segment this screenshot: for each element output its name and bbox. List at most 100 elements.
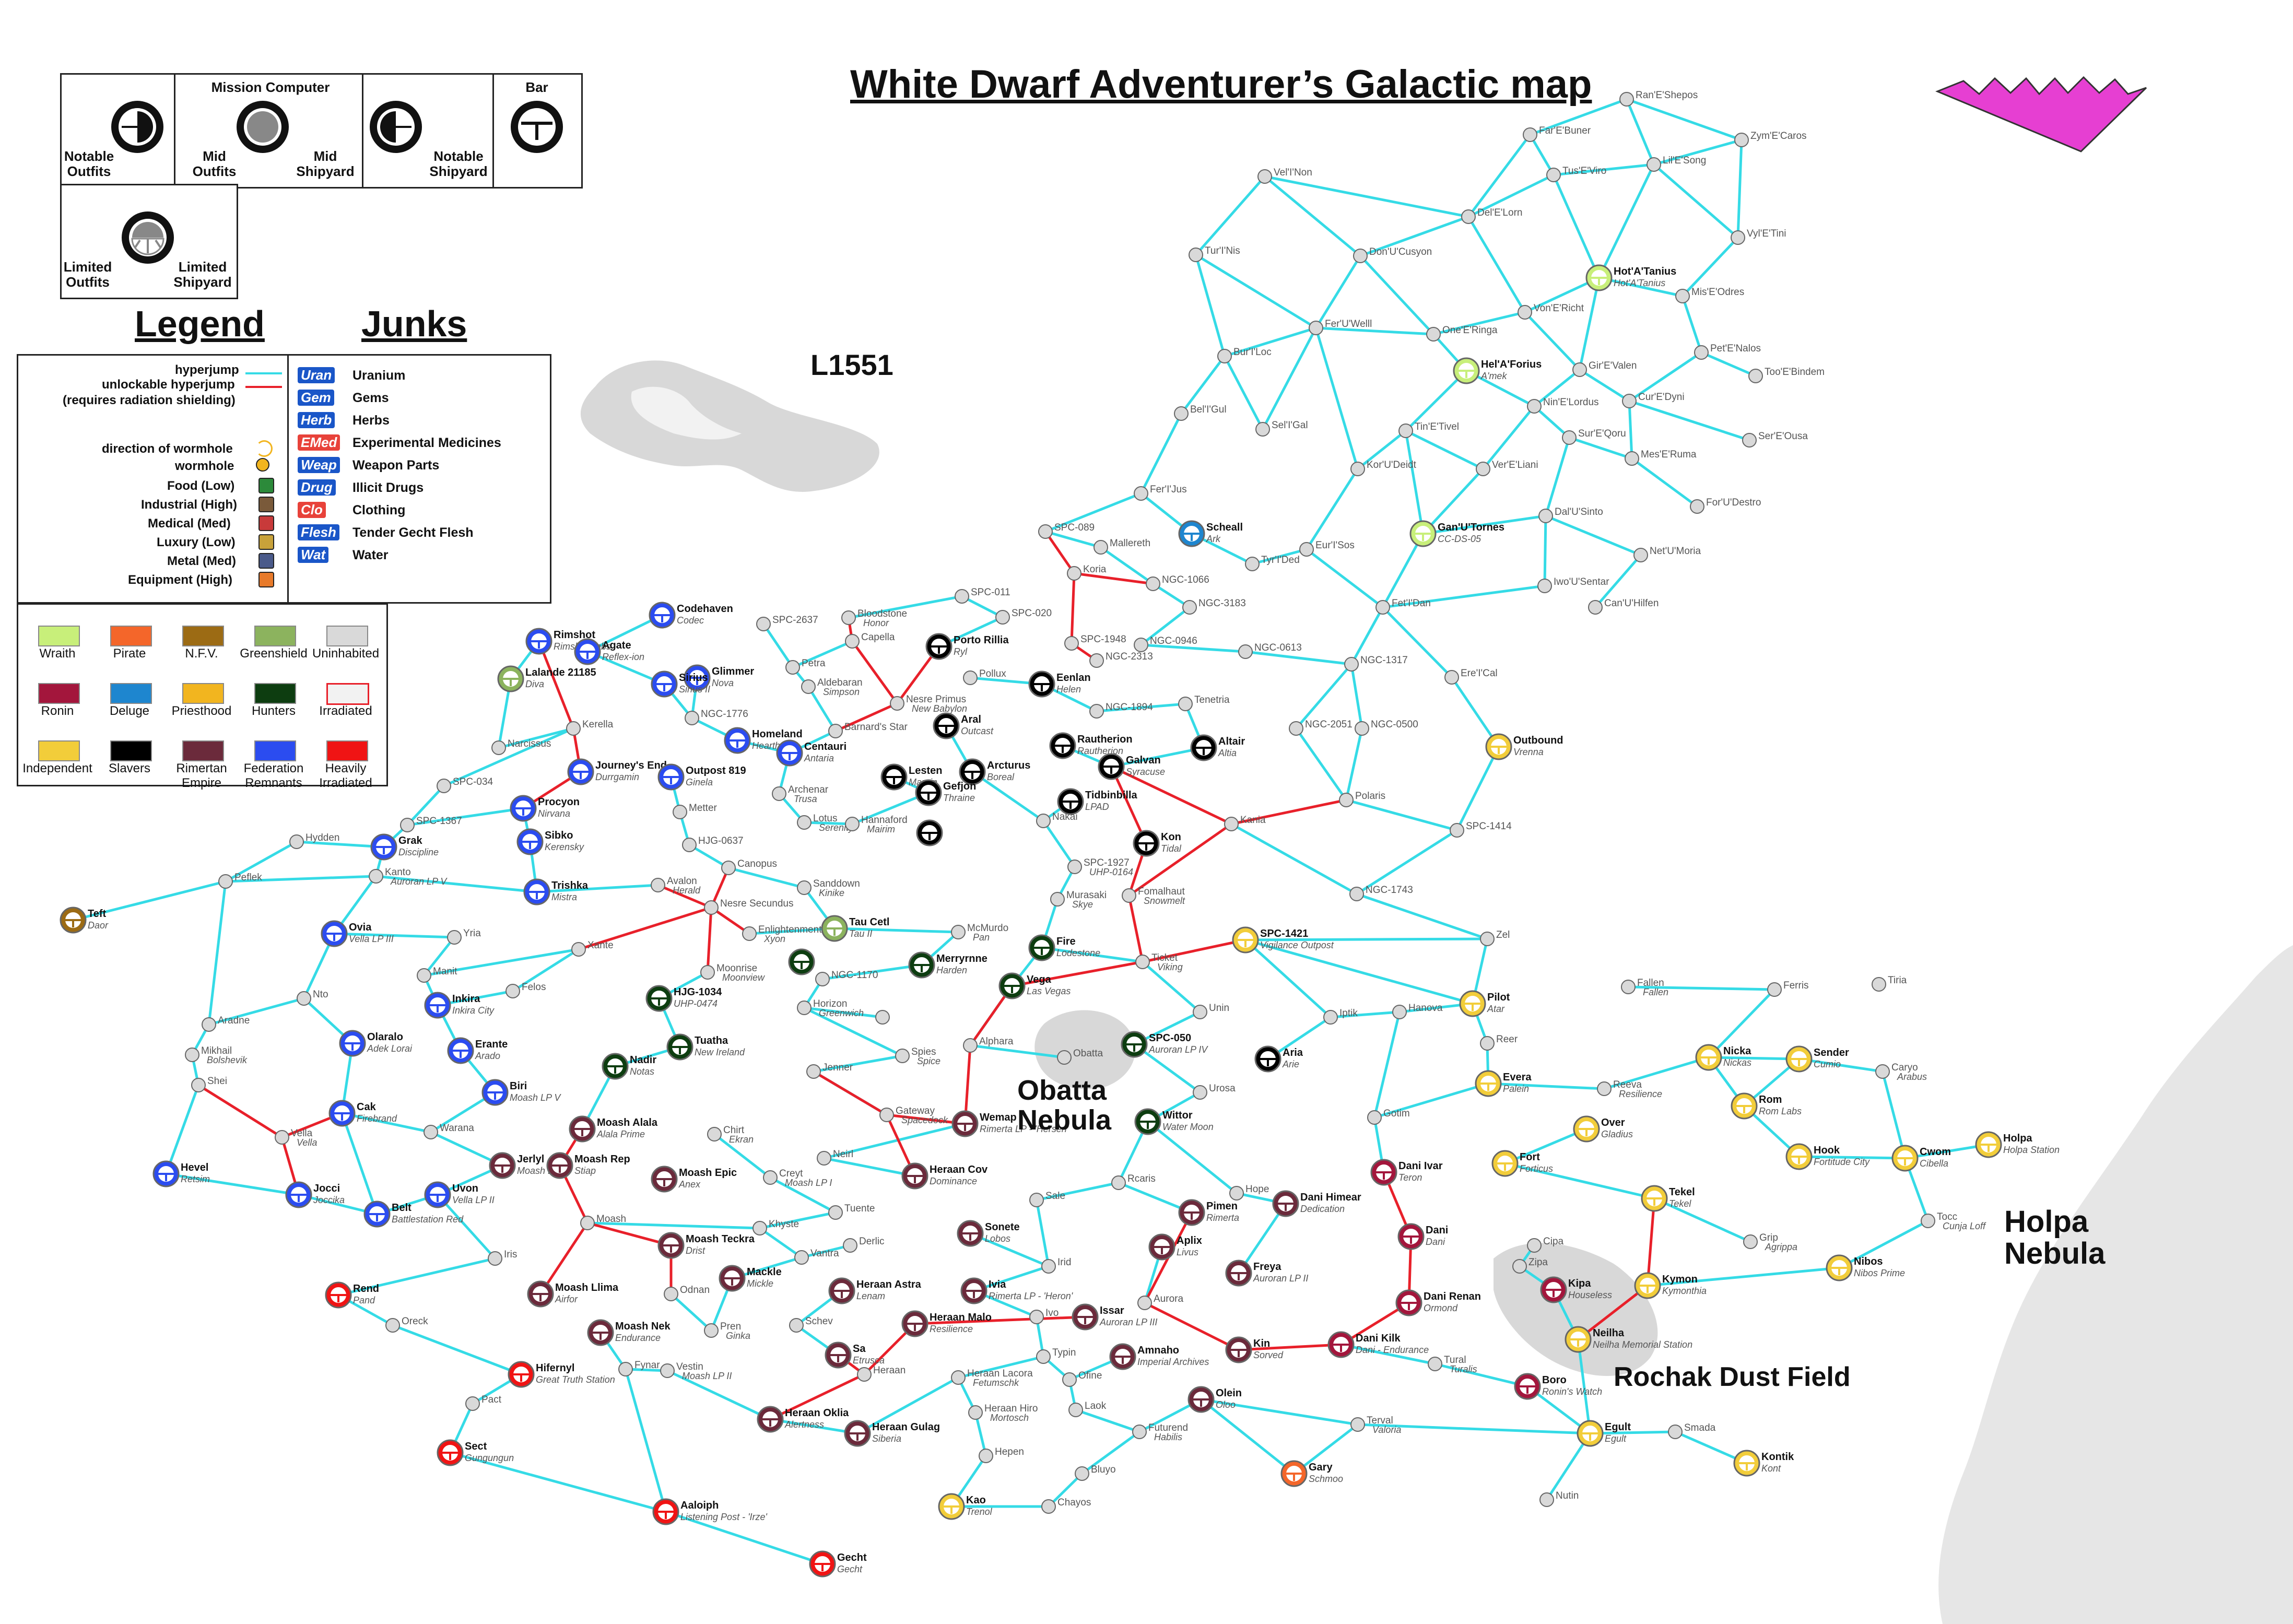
system-kania[interactable]: Kania bbox=[1224, 815, 1266, 831]
system-node[interactable] bbox=[491, 740, 506, 755]
system-node[interactable] bbox=[1289, 721, 1303, 736]
system-xante[interactable]: Xante bbox=[571, 940, 614, 957]
system-node[interactable] bbox=[1111, 1175, 1126, 1190]
system-node[interactable] bbox=[895, 1049, 910, 1063]
system-pact[interactable]: Pact bbox=[465, 1394, 502, 1411]
system-ngc1776[interactable]: NGC-1776 bbox=[685, 709, 748, 725]
system-node[interactable] bbox=[1625, 451, 1639, 466]
system-node[interactable] bbox=[275, 1130, 289, 1145]
system-peflek[interactable]: Peflek bbox=[218, 872, 262, 889]
system-node[interactable] bbox=[806, 1064, 821, 1079]
system-ninelordus[interactable]: Nin'E'Lordus bbox=[1527, 397, 1599, 414]
system-burilloc[interactable]: Bur'I'Loc bbox=[1217, 347, 1272, 363]
system-node[interactable] bbox=[1921, 1214, 1935, 1228]
system-vylettini[interactable]: Vyl'E'Tini bbox=[1731, 228, 1786, 245]
system-miseodres[interactable]: Mis'E'Odres bbox=[1675, 287, 1744, 303]
system-ngc1066[interactable]: NGC-1066 bbox=[1146, 574, 1209, 591]
system-node[interactable] bbox=[1476, 462, 1490, 476]
system-node[interactable] bbox=[1428, 1357, 1442, 1371]
system-liesong[interactable]: Lil'E'Song bbox=[1647, 155, 1706, 172]
system-node[interactable] bbox=[763, 1170, 778, 1185]
system-serecousa[interactable]: Ser'E'Ousa bbox=[1742, 431, 1808, 448]
system-node[interactable] bbox=[1619, 92, 1634, 107]
system-nutin[interactable]: Nutin bbox=[1539, 1490, 1579, 1507]
system-narcissus[interactable]: Narcissus bbox=[491, 738, 551, 755]
system-node[interactable] bbox=[1572, 362, 1587, 377]
system-nesresecundus[interactable]: Nesre Secundus bbox=[704, 898, 793, 915]
system-node[interactable] bbox=[1189, 248, 1203, 262]
system-node[interactable] bbox=[1546, 168, 1561, 182]
system-fynar[interactable]: Fynar bbox=[618, 1360, 660, 1376]
system-node[interactable] bbox=[704, 900, 719, 915]
system-eurisos[interactable]: Eur'I'Sos bbox=[1299, 540, 1355, 557]
system-node[interactable] bbox=[1527, 399, 1542, 414]
system-cureedyni[interactable]: Cur'E'Dyni bbox=[1622, 392, 1685, 408]
system-node[interactable] bbox=[651, 878, 665, 892]
system-donucusyon[interactable]: Don'U'Cusyon bbox=[1353, 246, 1432, 263]
system-node[interactable] bbox=[875, 1010, 890, 1025]
system-obatta[interactable]: Obatta bbox=[1057, 1048, 1103, 1065]
system-node[interactable] bbox=[1588, 600, 1603, 615]
system-node[interactable] bbox=[756, 617, 771, 631]
system-raneshepos[interactable]: Ran'E'Shepos bbox=[1619, 90, 1698, 107]
system-node[interactable] bbox=[707, 1127, 722, 1141]
system-node[interactable] bbox=[801, 679, 816, 694]
system-node[interactable] bbox=[951, 1370, 966, 1385]
system-node[interactable] bbox=[1349, 887, 1364, 901]
system-node[interactable] bbox=[797, 815, 812, 830]
system-node[interactable] bbox=[1355, 721, 1369, 736]
system-zymecaros[interactable]: Zym'E'Caros bbox=[1734, 131, 1807, 147]
system-node[interactable] bbox=[1174, 406, 1189, 421]
system-node[interactable] bbox=[1375, 600, 1390, 615]
system-node[interactable] bbox=[1872, 977, 1886, 992]
system-iwousentar[interactable]: Iwo'U'Sentar bbox=[1537, 576, 1609, 593]
system-node[interactable] bbox=[1132, 1425, 1147, 1439]
system-unin[interactable]: Unin bbox=[1193, 1003, 1229, 1019]
system-node[interactable] bbox=[1299, 542, 1314, 557]
system-sureeqoru[interactable]: Sur'E'Qoru bbox=[1562, 428, 1626, 445]
system-barnards[interactable]: Barnard's Star bbox=[828, 722, 908, 738]
system-hanova[interactable]: Hanova bbox=[1392, 1003, 1443, 1019]
system-node[interactable] bbox=[685, 711, 699, 725]
system-oreck[interactable]: Oreck bbox=[385, 1316, 428, 1333]
system-farebuner[interactable]: Far'E'Buner bbox=[1523, 125, 1591, 142]
system-node[interactable] bbox=[1036, 1349, 1051, 1364]
system-node[interactable] bbox=[1122, 888, 1136, 903]
system-dalusinto[interactable]: Dal'U'Sinto bbox=[1538, 507, 1603, 523]
system-spc1948[interactable]: SPC-1948 bbox=[1064, 634, 1126, 651]
system-polaris[interactable]: Polaris bbox=[1339, 791, 1385, 807]
system-ngc1170[interactable]: NGC-1170 bbox=[815, 970, 878, 986]
system-reer[interactable]: Reer bbox=[1480, 1034, 1518, 1051]
